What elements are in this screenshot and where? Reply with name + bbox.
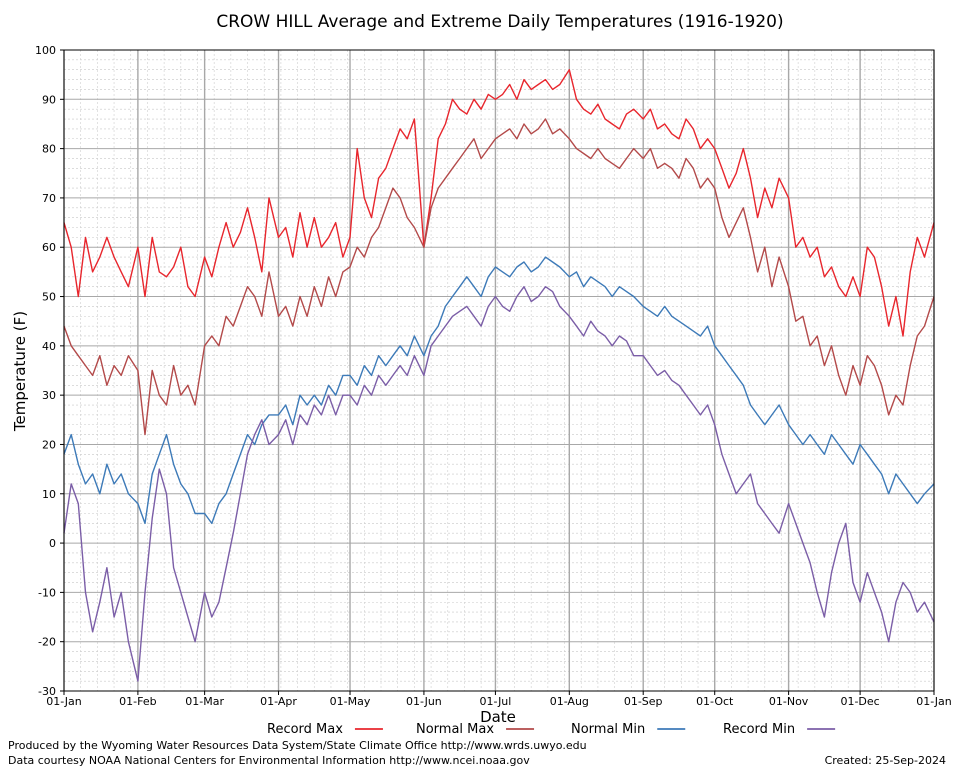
- y-tick-label: -10: [38, 586, 56, 599]
- y-tick-label: 40: [42, 340, 56, 353]
- x-tick-label: 01-Mar: [185, 695, 224, 708]
- x-tick-label: 01-May: [330, 695, 371, 708]
- chart-title: CROW HILL Average and Extreme Daily Temp…: [216, 12, 783, 32]
- x-tick-label: 01-Oct: [696, 695, 734, 708]
- y-tick-label: 30: [42, 389, 56, 402]
- y-tick-label: 80: [42, 143, 56, 156]
- y-tick-label: 10: [42, 488, 56, 501]
- legend: Record Max Normal Max Normal Min Record Min: [267, 722, 836, 737]
- legend-label: Record Min: [723, 722, 795, 737]
- y-axis-ticks: -30 -20 -10 0 10 20 30 40 50 60 70 80 90 100: [35, 44, 64, 698]
- y-tick-label: 90: [42, 93, 56, 106]
- series-line-normal-min: [63, 256, 935, 525]
- y-tick-label: -20: [38, 636, 56, 649]
- x-tick-label: 01-Apr: [260, 695, 297, 708]
- footer-data-courtesy: Data courtesy NOAA National Centers for …: [8, 754, 530, 767]
- footer-created-date: Created: 25-Sep-2024: [825, 754, 946, 767]
- y-tick-label: 100: [35, 44, 56, 57]
- minor-grid: [63, 50, 934, 691]
- series-line-normal-max: [63, 118, 935, 436]
- x-tick-label: 01-Nov: [769, 695, 809, 708]
- x-tick-label: 01-Jan: [916, 695, 952, 708]
- y-tick-label: 60: [42, 241, 56, 254]
- y-axis-label: Temperature (F): [11, 311, 29, 432]
- series-line-record-max: [63, 68, 935, 337]
- x-tick-label: 01-Feb: [119, 695, 156, 708]
- legend-label: Record Max: [267, 722, 343, 737]
- series-line-record-min: [63, 286, 935, 682]
- x-axis-ticks: 01-Jan 01-Feb 01-Mar 01-Apr 01-May 01-Jun 01-J…: [46, 691, 952, 708]
- series-layer: [63, 68, 935, 682]
- plot-frame: [63, 49, 935, 692]
- x-tick-label: 01-Jan: [46, 695, 82, 708]
- y-tick-label: 50: [42, 291, 56, 304]
- y-tick-label: -30: [38, 685, 56, 698]
- y-tick-label: 20: [42, 438, 56, 451]
- major-grid: [63, 49, 935, 692]
- x-tick-label: 01-Jul: [479, 695, 511, 708]
- x-tick-label: 01-Dec: [840, 695, 879, 708]
- x-tick-label: 01-Sep: [624, 695, 663, 708]
- y-tick-label: 0: [49, 537, 56, 550]
- x-tick-label: 01-Aug: [550, 695, 589, 708]
- legend-label: Normal Min: [571, 722, 645, 737]
- x-tick-label: 01-Jun: [406, 695, 442, 708]
- x-axis-label: Date: [480, 708, 516, 726]
- legend-label: Normal Max: [416, 722, 494, 737]
- y-tick-label: 70: [42, 192, 56, 205]
- footer-produced-by: Produced by the Wyoming Water Resources …: [8, 739, 587, 752]
